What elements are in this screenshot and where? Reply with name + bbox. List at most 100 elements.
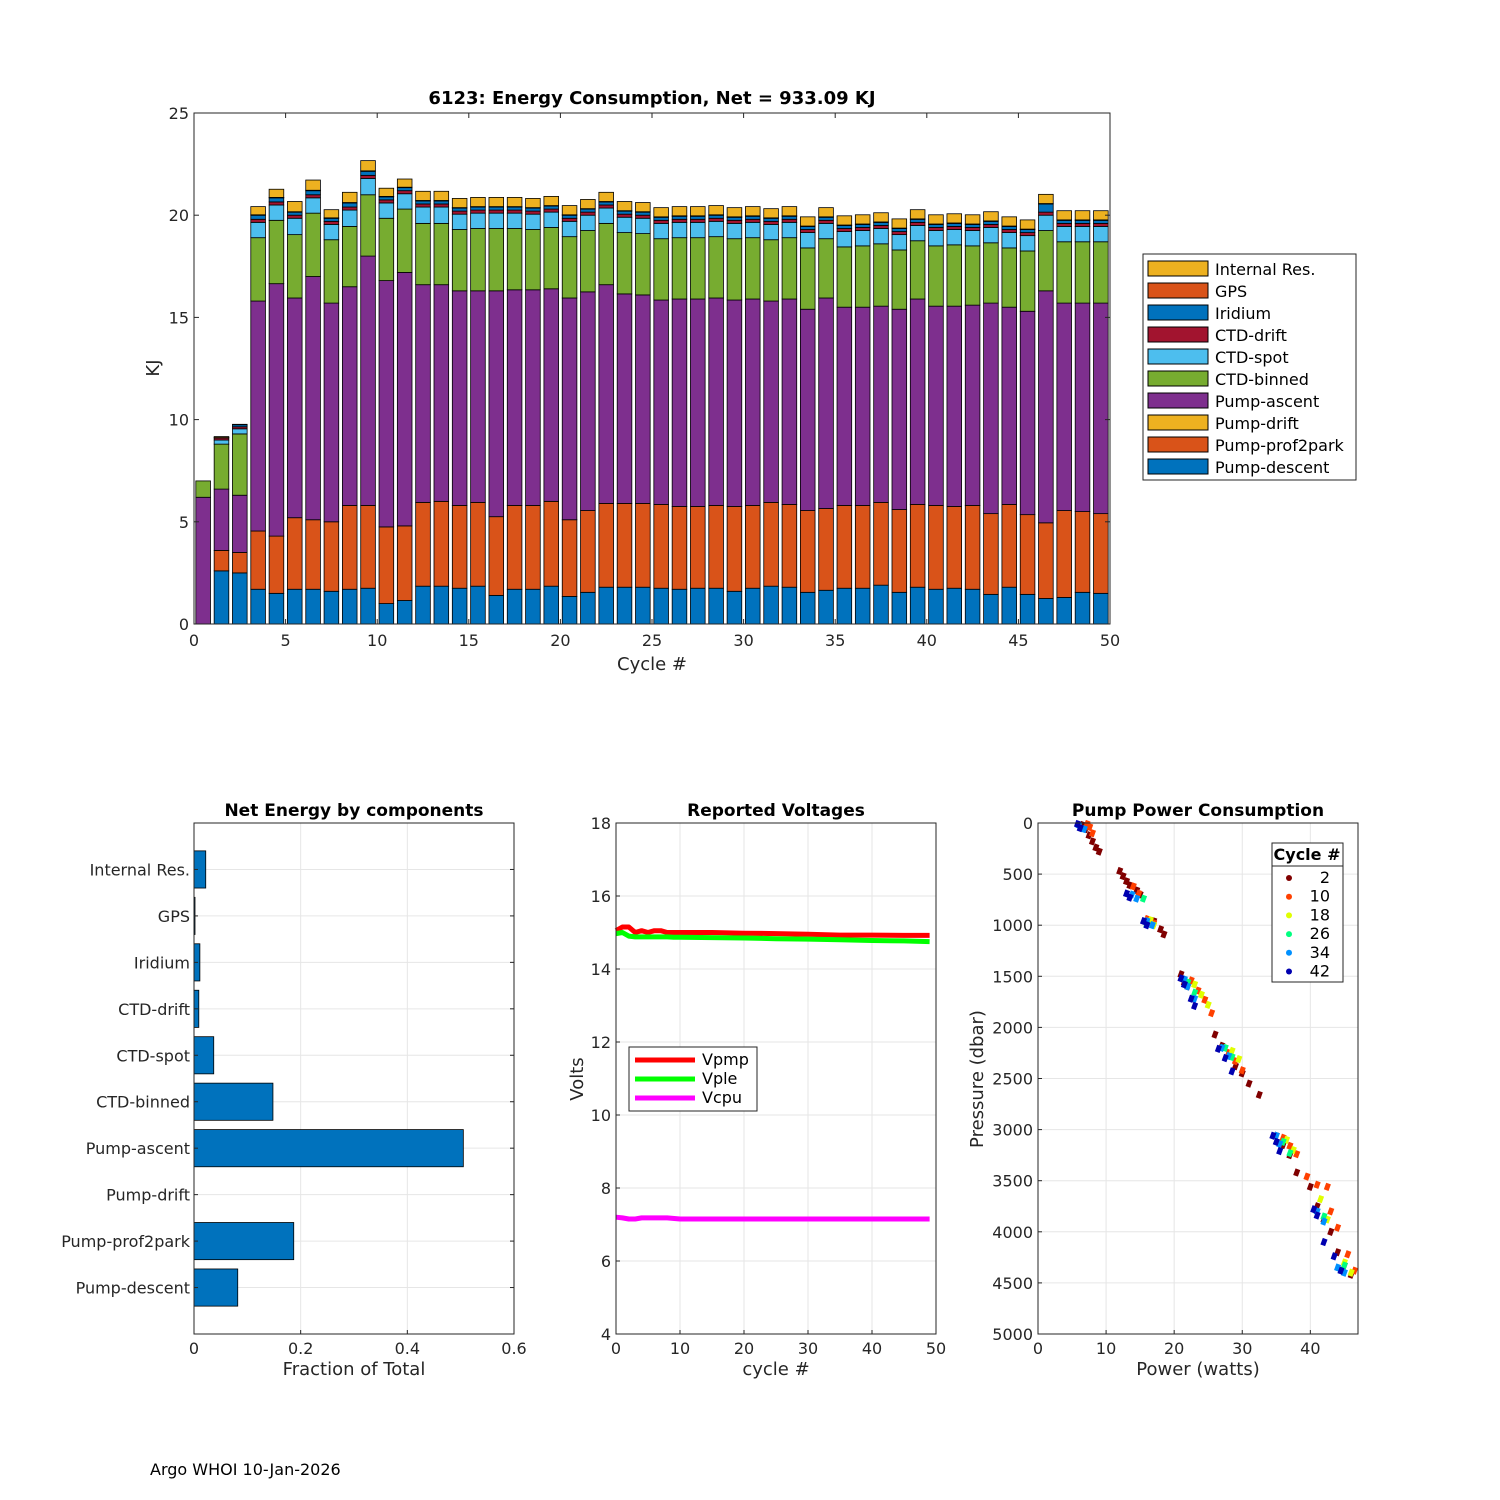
legend-marker xyxy=(1286,875,1292,881)
scatter-point xyxy=(1330,1252,1338,1261)
bar-segment xyxy=(378,187,395,197)
scatter-point xyxy=(1191,980,1199,989)
bar-segment xyxy=(1001,229,1017,233)
bar-segment xyxy=(525,505,541,590)
net-energy-hbar-chart: Net Energy by components 0 0.2 0.4 0.6 Inte… xyxy=(61,801,527,1380)
bar-segment xyxy=(415,222,431,286)
scatter-point xyxy=(1129,882,1137,891)
bar-segment xyxy=(836,505,853,589)
bar-segment xyxy=(561,205,578,216)
bar-segment xyxy=(726,299,743,507)
legend-label: CTD-drift xyxy=(1215,326,1287,345)
scatter-point xyxy=(1320,1217,1328,1226)
bar-segment xyxy=(1038,203,1054,213)
bar-segment xyxy=(1074,241,1091,304)
bar-segment xyxy=(799,510,816,593)
bar-segment xyxy=(305,588,321,625)
y-tick-label: 0 xyxy=(1023,814,1033,833)
legend-label: Pump-drift xyxy=(1215,414,1299,433)
bar-segment xyxy=(891,231,908,236)
bar-segment xyxy=(983,223,999,228)
legend-swatch xyxy=(1147,370,1209,387)
bar-segment xyxy=(726,207,743,218)
legend-title: Cycle # xyxy=(1274,845,1341,864)
series-line-vpmp xyxy=(614,924,930,938)
y-tick-label: 4500 xyxy=(992,1274,1033,1293)
bar-segment xyxy=(781,218,798,223)
bar-segment xyxy=(1019,250,1036,312)
y-tick-label: 25 xyxy=(169,104,189,123)
bar-segment xyxy=(690,218,706,223)
bar-segment xyxy=(745,298,761,506)
bar-segment xyxy=(873,225,889,229)
bar-segment xyxy=(690,237,706,300)
bar-segment xyxy=(488,212,505,229)
category-label: Pump-descent xyxy=(76,1279,190,1298)
bar-segment xyxy=(433,206,450,224)
bar-segment xyxy=(946,305,963,507)
category-label: Internal Res. xyxy=(90,860,190,879)
bar-segment xyxy=(323,521,340,592)
category-label: Pump-drift xyxy=(106,1186,190,1205)
footer-credit: Argo WHOI 10-Jan-2026 xyxy=(150,1460,341,1479)
bar-segment xyxy=(763,585,779,625)
bar-segment xyxy=(470,197,486,208)
bar-segment xyxy=(250,530,266,590)
bar-segment xyxy=(543,208,559,213)
bar-segment xyxy=(360,505,376,589)
scatter-point xyxy=(1286,1148,1294,1158)
bar-segment xyxy=(506,228,523,291)
bar-segment xyxy=(323,209,340,219)
bar-segment xyxy=(506,505,523,590)
bar-segment xyxy=(268,197,285,203)
bar-segment xyxy=(433,222,450,286)
bar-segment xyxy=(891,234,908,251)
bar-segment xyxy=(671,298,688,507)
bar-segment xyxy=(946,226,963,230)
bar-segment xyxy=(525,289,541,506)
bar-segment xyxy=(708,205,724,216)
scatter-point xyxy=(1088,829,1097,838)
bar-segment xyxy=(360,174,376,179)
bar-segment xyxy=(946,587,963,625)
bar-segment xyxy=(873,228,889,245)
bar-segment xyxy=(323,302,340,523)
bar-segment xyxy=(580,510,596,593)
bar-segment xyxy=(250,214,266,220)
y-tick-label: 1500 xyxy=(992,967,1033,986)
bar-segment xyxy=(433,203,450,208)
bar-segment xyxy=(396,193,413,210)
bar-segment xyxy=(213,443,230,490)
legend-label: Internal Res. xyxy=(1215,260,1315,279)
x-tick-label: 45 xyxy=(1008,631,1028,650)
bar-segment xyxy=(433,190,450,201)
scatter-point xyxy=(1337,1266,1345,1275)
legend-marker xyxy=(1286,949,1292,956)
bar-segment xyxy=(946,229,963,246)
bar-segment xyxy=(323,590,340,625)
bar-segment xyxy=(1038,214,1054,231)
y-tick-label: 3500 xyxy=(992,1172,1033,1191)
bar-segment xyxy=(378,526,395,604)
bar-segment xyxy=(580,291,596,511)
category-label: CTD-spot xyxy=(116,1046,190,1065)
bar-segment xyxy=(745,218,761,223)
volt-xlabel: cycle # xyxy=(742,1359,809,1380)
x-tick-label: 15 xyxy=(459,631,479,650)
bar-segment xyxy=(653,238,669,301)
bar-segment xyxy=(1038,230,1054,292)
y-tick-label: 12 xyxy=(591,1033,611,1052)
y-tick-label: 10 xyxy=(591,1106,611,1125)
bar-segment xyxy=(836,231,853,248)
bar-segment xyxy=(763,300,779,503)
bar-segment xyxy=(470,501,486,587)
bar-segment xyxy=(653,587,669,625)
bar-segment xyxy=(928,227,944,231)
bar-segment xyxy=(763,220,779,225)
x-tick-label: 0 xyxy=(189,1339,199,1358)
bar-segment xyxy=(268,592,285,625)
main-xlabel: Cycle # xyxy=(617,654,687,675)
legend-swatch xyxy=(1147,304,1209,321)
bar-segment xyxy=(415,501,431,587)
